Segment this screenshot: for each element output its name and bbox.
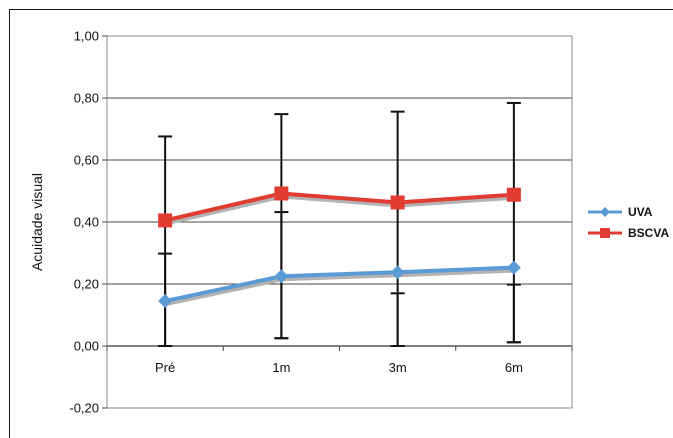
y-tick-label: 0,00 [74, 339, 99, 354]
x-tick-label: 1m [272, 360, 290, 375]
legend-label: UVA [628, 205, 653, 219]
data-point-uva [158, 294, 173, 309]
series-line-shadow [165, 194, 516, 226]
legend-label: BSCVA [628, 226, 669, 240]
y-tick-label: 1,00 [74, 29, 99, 44]
y-axis-label: Acuidade visual [29, 173, 45, 271]
x-tick-label: Pré [155, 360, 175, 375]
series-line-shadow [165, 268, 515, 307]
data-point-uva [506, 260, 521, 275]
y-tick-label: 0,40 [74, 215, 99, 230]
error-bar [158, 135, 173, 347]
x-tick-labels: Pré 1m 3m 6m [106, 346, 573, 375]
y-tick-label: 0,60 [74, 153, 99, 168]
legend-marker [600, 228, 610, 238]
chart-frame [9, 9, 673, 438]
legend-item-bscva: BSCVA [588, 226, 669, 240]
data-point-bscva [506, 187, 521, 202]
data-point-bscva [158, 213, 173, 228]
error-bar [506, 101, 521, 344]
x-tick-label: 3m [389, 360, 407, 375]
legend-marker [600, 207, 610, 217]
y-tick-label: -0,20 [69, 401, 99, 416]
series-line-bscva [164, 191, 515, 223]
error-bar [390, 110, 405, 347]
series-line-uva [164, 265, 514, 304]
legend-item-uva: UVA [588, 205, 653, 219]
y-tick-labels: 1,00 0,80 0,60 0,40 0,20 0,00 -0,20 [69, 29, 107, 416]
data-point-bscva [390, 195, 405, 210]
legend: UVA BSCVA [588, 205, 669, 240]
y-tick-label: 0,80 [74, 91, 99, 106]
x-tick-label: 6m [505, 360, 523, 375]
data-point-uva [274, 269, 289, 284]
data-point-uva [390, 265, 405, 280]
y-tick-label: 0,20 [74, 277, 99, 292]
data-point-bscva [274, 186, 289, 201]
series-layer [158, 101, 521, 347]
error-bar [274, 113, 289, 340]
